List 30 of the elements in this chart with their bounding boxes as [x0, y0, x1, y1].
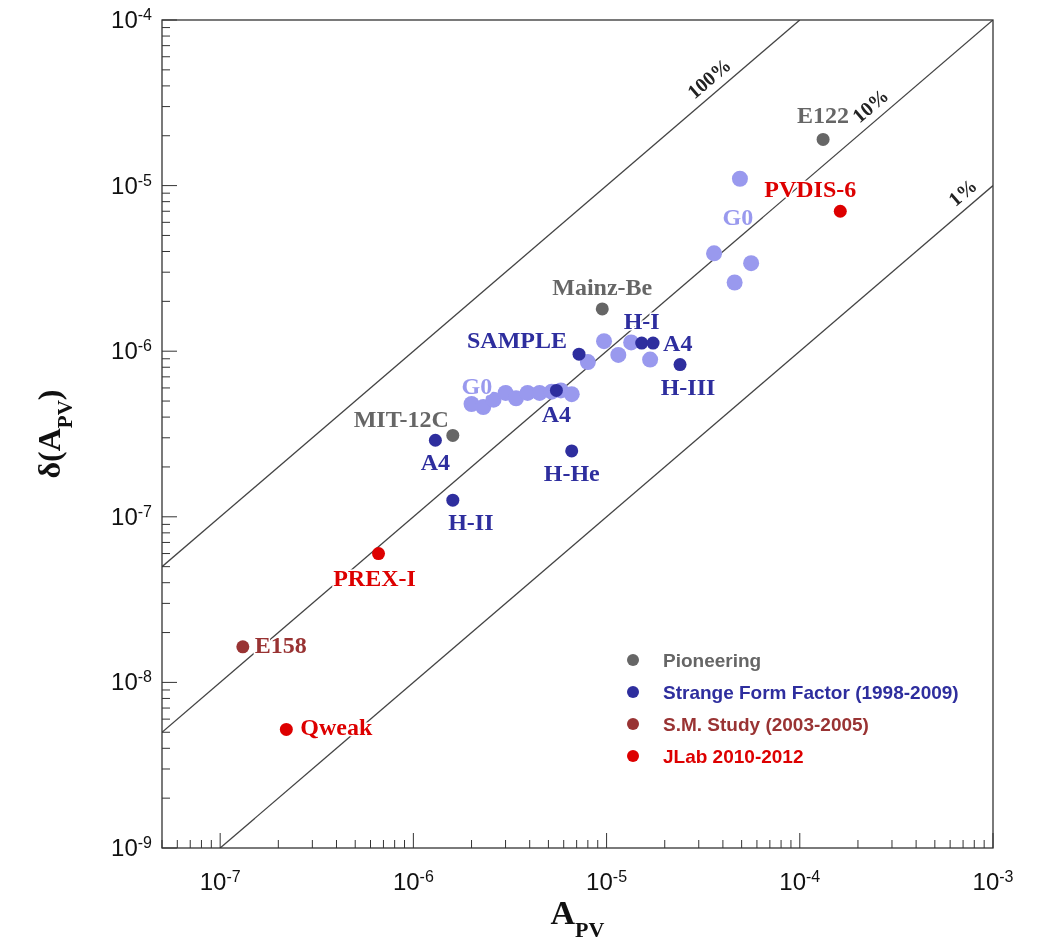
annotation: SAMPLE [467, 327, 568, 354]
annotation: 10% [847, 84, 893, 127]
x-tick-label: 10$^{-7}$ [199, 867, 241, 895]
annotation: G0 [461, 372, 493, 399]
legend-label: Pioneering [663, 650, 762, 671]
annotation: 1% [943, 173, 981, 211]
x-tick-label: 10$^{-4}$ [779, 867, 821, 895]
annotation: G0 [722, 203, 754, 230]
annotation: H-III [660, 373, 716, 400]
annotation: A4 [420, 449, 451, 476]
annotation: H-II [448, 509, 494, 536]
y-tick-label: 10$^{-5}$ [111, 171, 153, 199]
x-axis-title: A$_{PV}$ [550, 894, 605, 942]
legend-label: JLab 2010-2012 [663, 746, 804, 767]
x-tick-label: 10$^{-5}$ [586, 867, 628, 895]
y-tick-label: 10$^{-6}$ [111, 336, 153, 365]
y-tick-label: 10$^{-8}$ [111, 667, 153, 696]
y-tick-label: 10$^{-4}$ [111, 5, 153, 33]
annotation: A4 [541, 401, 572, 428]
y-tick-label: 10$^{-7}$ [111, 502, 153, 530]
annotation: Mainz-Be [552, 273, 653, 300]
y-tick-label: 10$^{-9}$ [111, 833, 153, 861]
annotation: E122 [797, 102, 850, 129]
legend-label: Strange Form Factor (1998-2009) [663, 682, 959, 703]
annotation: A4 [663, 330, 693, 357]
x-tick-label: 10$^{-6}$ [392, 867, 434, 895]
legend-label: S.M. Study (2003-2005) [663, 714, 869, 735]
annotation: H-He [543, 459, 601, 486]
x-tick-label: 10$^{-3}$ [972, 867, 1014, 895]
annotation: MIT-12C [353, 406, 449, 433]
